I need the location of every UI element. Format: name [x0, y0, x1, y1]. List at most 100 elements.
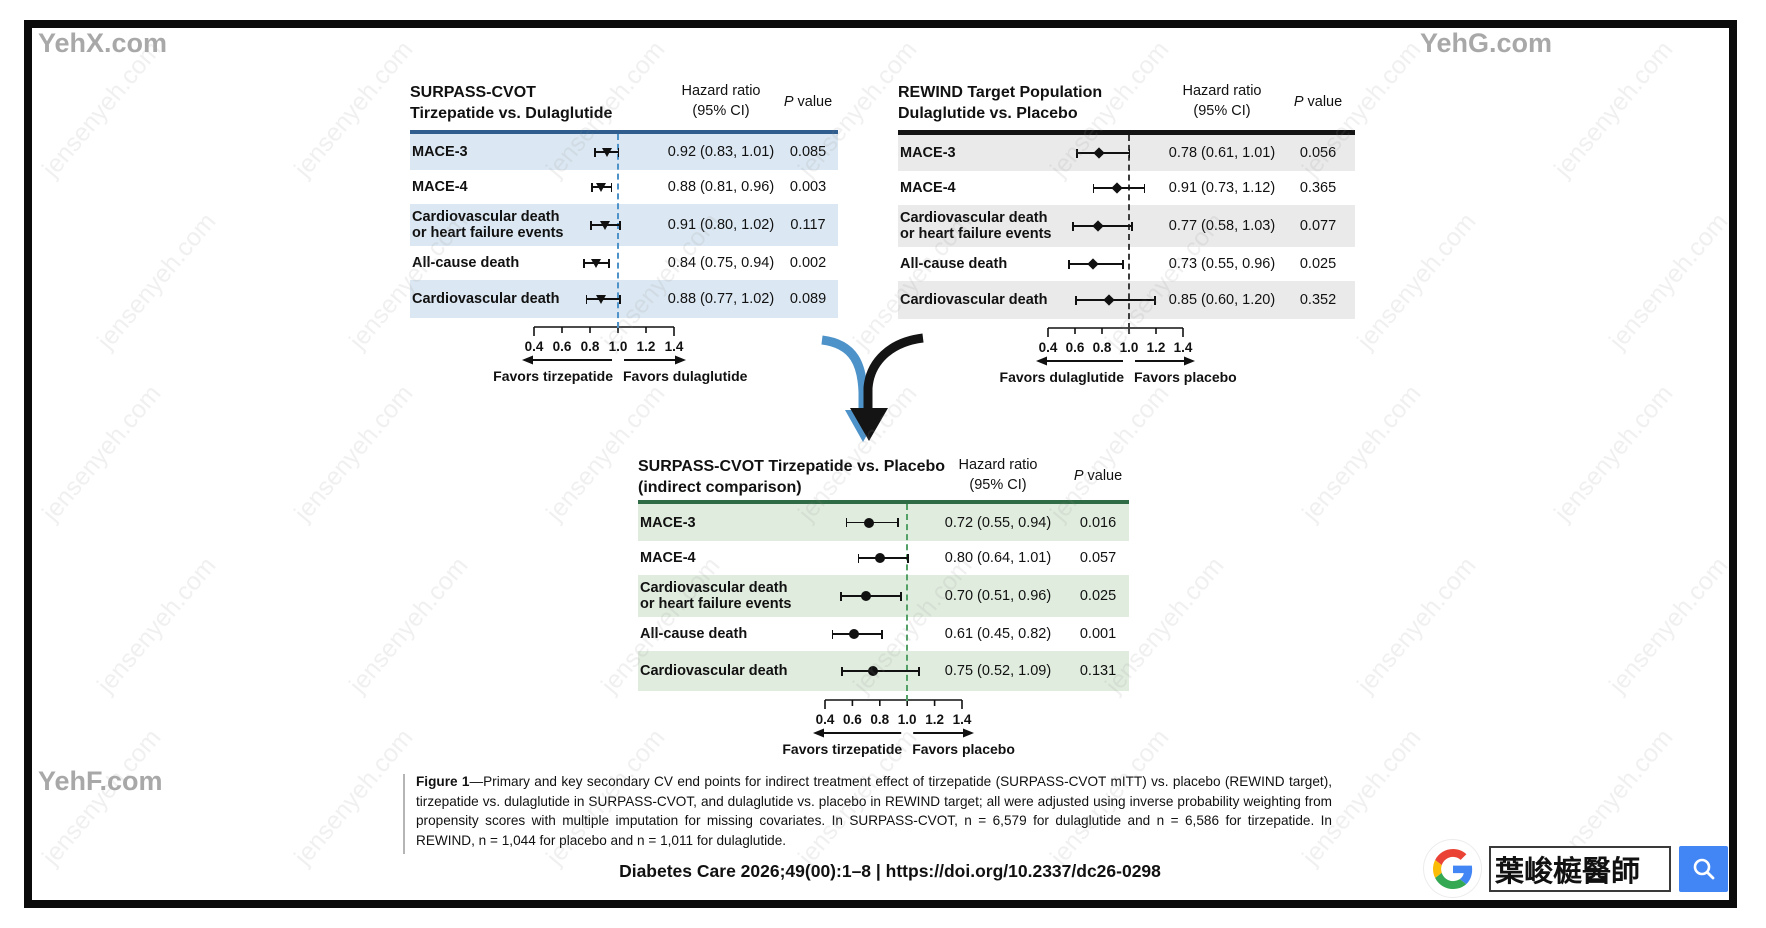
p-value: 0.001	[1079, 626, 1117, 642]
search-input[interactable]	[1489, 845, 1671, 892]
svg-text:1.0: 1.0	[898, 712, 917, 727]
endpoint-label: All-cause death	[900, 256, 1008, 272]
plot-title: SURPASS-CVOT Tirzepatide vs. Dulaglutide	[410, 84, 613, 122]
p-value: 0.085	[789, 144, 827, 160]
p-value-column-header: P value	[783, 94, 833, 110]
hazard-ratio-value: 0.91 (0.80, 1.02)	[667, 217, 775, 233]
svg-text:1.2: 1.2	[1147, 340, 1166, 355]
hazard-ratio-value: 0.91 (0.73, 1.12)	[1168, 180, 1276, 196]
hazard-ratio-value: 0.88 (0.77, 1.02)	[667, 291, 775, 307]
point-estimate-marker	[600, 220, 611, 230]
endpoint-row: MACE-3 0.78 (0.61, 1.01) 0.056	[898, 135, 1355, 171]
ci-upper-cap	[900, 591, 902, 601]
ci-upper-cap	[1131, 221, 1134, 231]
plot-title: REWIND Target Population Dulaglutide vs. …	[898, 84, 1103, 122]
google-logo-icon	[1424, 840, 1481, 897]
p-value-column-header: P value	[1073, 468, 1123, 484]
endpoint-label: Cardiovascular death	[640, 663, 788, 679]
endpoint-label: MACE-3	[640, 514, 696, 531]
hr-axis: 0.4 0.6 0.8 1.0 1.2 1.4 Favors dulaglutide Favo…	[1000, 327, 1237, 385]
ci-lower-cap	[594, 147, 596, 157]
ci-upper-cap	[1122, 259, 1124, 269]
svg-text:0.8: 0.8	[870, 712, 889, 727]
plot-header: REWIND Target Population Dulaglutide vs. …	[898, 78, 1360, 130]
endpoint-label: Cardiovascular death or heart failure eve…	[900, 210, 1052, 242]
ci-lower-cap	[1075, 295, 1077, 305]
caption-divider	[403, 774, 405, 854]
ci-lower-cap	[857, 553, 860, 563]
ci-upper-cap	[897, 518, 899, 527]
hazard-ratio-column-header: Hazard ratio (95% CI)	[958, 457, 1038, 493]
svg-text:1.4: 1.4	[1174, 340, 1193, 355]
svg-text:0.8: 0.8	[581, 339, 600, 354]
watermark-bottom-left: YehF.com	[38, 766, 163, 796]
endpoint-row: Cardiovascular death 0.75 (0.52, 1.09) 0.1…	[638, 651, 1129, 691]
confidence-interval-whisker	[591, 170, 613, 204]
ci-lower-cap	[1072, 221, 1074, 231]
ci-lower-cap	[840, 591, 842, 601]
endpoint-row: MACE-3 0.72 (0.55, 0.94) 0.016	[638, 504, 1129, 541]
ci-upper-cap	[619, 294, 621, 304]
diagonal-watermark: jensenyeh.com	[91, 551, 222, 699]
point-estimate-marker	[590, 258, 601, 268]
hazard-ratio-value: 0.61 (0.45, 0.82)	[944, 626, 1052, 642]
forest-plot-rewind-dulaglutide-vs-placebo: REWIND Target Population Dulaglutide vs. …	[898, 78, 1360, 385]
endpoint-label: MACE-4	[900, 180, 956, 196]
diagonal-watermark: jensenyeh.com	[1351, 207, 1482, 355]
diagonal-watermark: jensenyeh.com	[1548, 379, 1679, 527]
svg-text:0.4: 0.4	[816, 712, 835, 727]
search-button[interactable]	[1679, 845, 1728, 892]
endpoint-row: All-cause death 0.73 (0.55, 0.96) 0.025	[898, 247, 1355, 281]
journal-citation: Diabetes Care 2026;49(00):1–8 | https://…	[619, 861, 1161, 881]
forest-table: MACE-3 0.78 (0.61, 1.01) 0.056 MACE-4 0.91 (…	[898, 130, 1355, 329]
svg-text:0.4: 0.4	[1039, 340, 1058, 355]
confidence-interval-whisker	[857, 541, 909, 575]
hazard-ratio-value: 0.77 (0.58, 1.03)	[1168, 218, 1276, 234]
hazard-ratio-column-header: Hazard ratio (95% CI)	[681, 83, 761, 119]
p-value: 0.117	[790, 217, 826, 233]
endpoint-row: MACE-4 0.80 (0.64, 1.01) 0.057	[638, 541, 1129, 575]
hazard-ratio-value: 0.72 (0.55, 0.94)	[944, 514, 1052, 531]
diagonal-watermark: jensenyeh.com	[1603, 207, 1734, 355]
ci-lower-cap	[1068, 259, 1070, 269]
endpoint-label: Cardiovascular death	[900, 292, 1048, 308]
diagonal-watermark: jensenyeh.com	[288, 723, 419, 871]
diagonal-watermark: jensenyeh.com	[36, 379, 167, 527]
ci-lower-cap	[591, 182, 593, 192]
favors-left-label: Favors tirzepatide	[493, 368, 613, 384]
endpoint-row: MACE-3 0.92 (0.83, 1.01) 0.085	[410, 134, 838, 170]
p-value: 0.131	[1079, 663, 1117, 679]
ci-lower-cap	[841, 666, 844, 676]
ci-upper-cap	[1143, 183, 1146, 193]
svg-text:0.8: 0.8	[1093, 340, 1112, 355]
confidence-interval-whisker	[841, 651, 920, 691]
endpoint-row: All-cause death 0.61 (0.45, 0.82) 0.001	[638, 617, 1129, 651]
search-icon	[1693, 858, 1714, 879]
favors-right-label: Favors placebo	[912, 741, 1015, 757]
forest-plot-surpass-cvot-tirzepatide-vs-dulaglutide: SURPASS-CVOT Tirzepatide vs. Dulaglutide H…	[410, 78, 844, 384]
svg-text:1.2: 1.2	[637, 339, 656, 354]
hazard-ratio-column-header: Hazard ratio (95% CI)	[1182, 83, 1262, 119]
hazard-ratio-value: 0.84 (0.75, 0.94)	[667, 255, 775, 271]
point-estimate-marker	[863, 517, 874, 528]
hazard-ratio-value: 0.75 (0.52, 1.09)	[944, 663, 1052, 679]
reference-line	[906, 504, 909, 701]
point-estimate-marker	[1103, 294, 1115, 306]
ci-lower-cap	[1076, 148, 1078, 158]
point-estimate-marker	[848, 629, 859, 639]
svg-text:0.6: 0.6	[553, 339, 572, 354]
diagonal-watermark: jensenyeh.com	[288, 379, 419, 527]
forest-table: MACE-3 0.92 (0.83, 1.01) 0.085 MACE-4 0.88 (…	[410, 130, 838, 328]
confidence-interval-whisker	[590, 204, 621, 246]
point-estimate-marker	[874, 553, 885, 563]
diagonal-watermark: jensenyeh.com	[36, 723, 167, 871]
endpoint-label: MACE-3	[412, 144, 468, 160]
endpoint-row: MACE-4 0.91 (0.73, 1.12) 0.365	[898, 171, 1355, 205]
p-value: 0.077	[1299, 218, 1337, 234]
point-estimate-marker	[1086, 258, 1099, 270]
favors-left-label: Favors dulaglutide	[1000, 369, 1125, 385]
confidence-interval-whisker	[1076, 135, 1131, 171]
ci-line	[841, 670, 920, 672]
svg-text:0.6: 0.6	[1066, 340, 1085, 355]
